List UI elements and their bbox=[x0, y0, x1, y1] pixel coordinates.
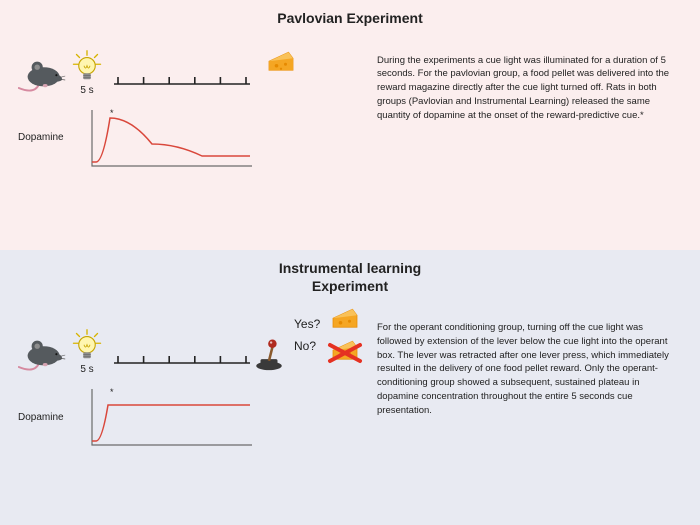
mouse-icon bbox=[18, 331, 66, 371]
choice-yes-label: Yes? bbox=[294, 317, 320, 331]
pavlovian-panel: Pavlovian Experiment bbox=[0, 0, 700, 250]
cheese-icon bbox=[266, 49, 296, 75]
cue-duration-label: 5 s bbox=[72, 364, 102, 375]
mouse-icon bbox=[18, 52, 66, 92]
choice-outcome-block: Yes? No? bbox=[294, 299, 360, 371]
pavlovian-dopamine-row: Dopamine * bbox=[18, 106, 363, 170]
no-reward-icon bbox=[330, 338, 360, 364]
choice-no-label: No? bbox=[294, 339, 320, 353]
dopamine-label: Dopamine bbox=[18, 412, 78, 423]
instrumental-body: 5 s Yes? No? bbox=[18, 299, 682, 449]
lightbulb-block: 5 s bbox=[72, 49, 102, 96]
pavlovian-body: 5 s Dopamine * During the experim bbox=[18, 32, 682, 170]
instrumental-stimulus-block: 5 s Yes? No? bbox=[18, 299, 363, 371]
cheese-icon bbox=[330, 338, 360, 364]
pavlovian-description: During the experiments a cue light was i… bbox=[377, 32, 682, 170]
instrumental-diagram: 5 s Yes? No? bbox=[18, 299, 363, 449]
lever-icon bbox=[252, 337, 286, 371]
instrumental-dopamine-row: Dopamine * bbox=[18, 385, 363, 449]
lightbulb-block: 5 s bbox=[72, 328, 102, 375]
instrumental-description: For the operant conditioning group, turn… bbox=[377, 299, 682, 449]
svg-text:*: * bbox=[110, 108, 114, 118]
pavlovian-title: Pavlovian Experiment bbox=[18, 10, 682, 28]
timeline-icon bbox=[112, 345, 252, 371]
cue-duration-label: 5 s bbox=[72, 85, 102, 96]
svg-text:*: * bbox=[110, 387, 114, 397]
cheese-icon bbox=[330, 306, 360, 332]
dopamine-graph-instrumental: * bbox=[88, 385, 256, 449]
instrumental-panel: Instrumental learning Experiment bbox=[0, 250, 700, 525]
instrumental-stimulus-row: 5 s bbox=[18, 299, 286, 371]
dopamine-graph-pavlovian: * bbox=[88, 106, 256, 170]
dopamine-label: Dopamine bbox=[18, 132, 78, 143]
lightbulb-icon bbox=[72, 49, 102, 87]
choice-labels: Yes? No? bbox=[294, 317, 320, 353]
instrumental-title: Instrumental learning Experiment bbox=[18, 260, 682, 295]
lightbulb-icon bbox=[72, 328, 102, 366]
pavlovian-diagram: 5 s Dopamine * bbox=[18, 32, 363, 170]
timeline-icon bbox=[112, 66, 252, 92]
reward-outcomes bbox=[330, 306, 360, 364]
pavlovian-stimulus-row: 5 s bbox=[18, 32, 363, 92]
